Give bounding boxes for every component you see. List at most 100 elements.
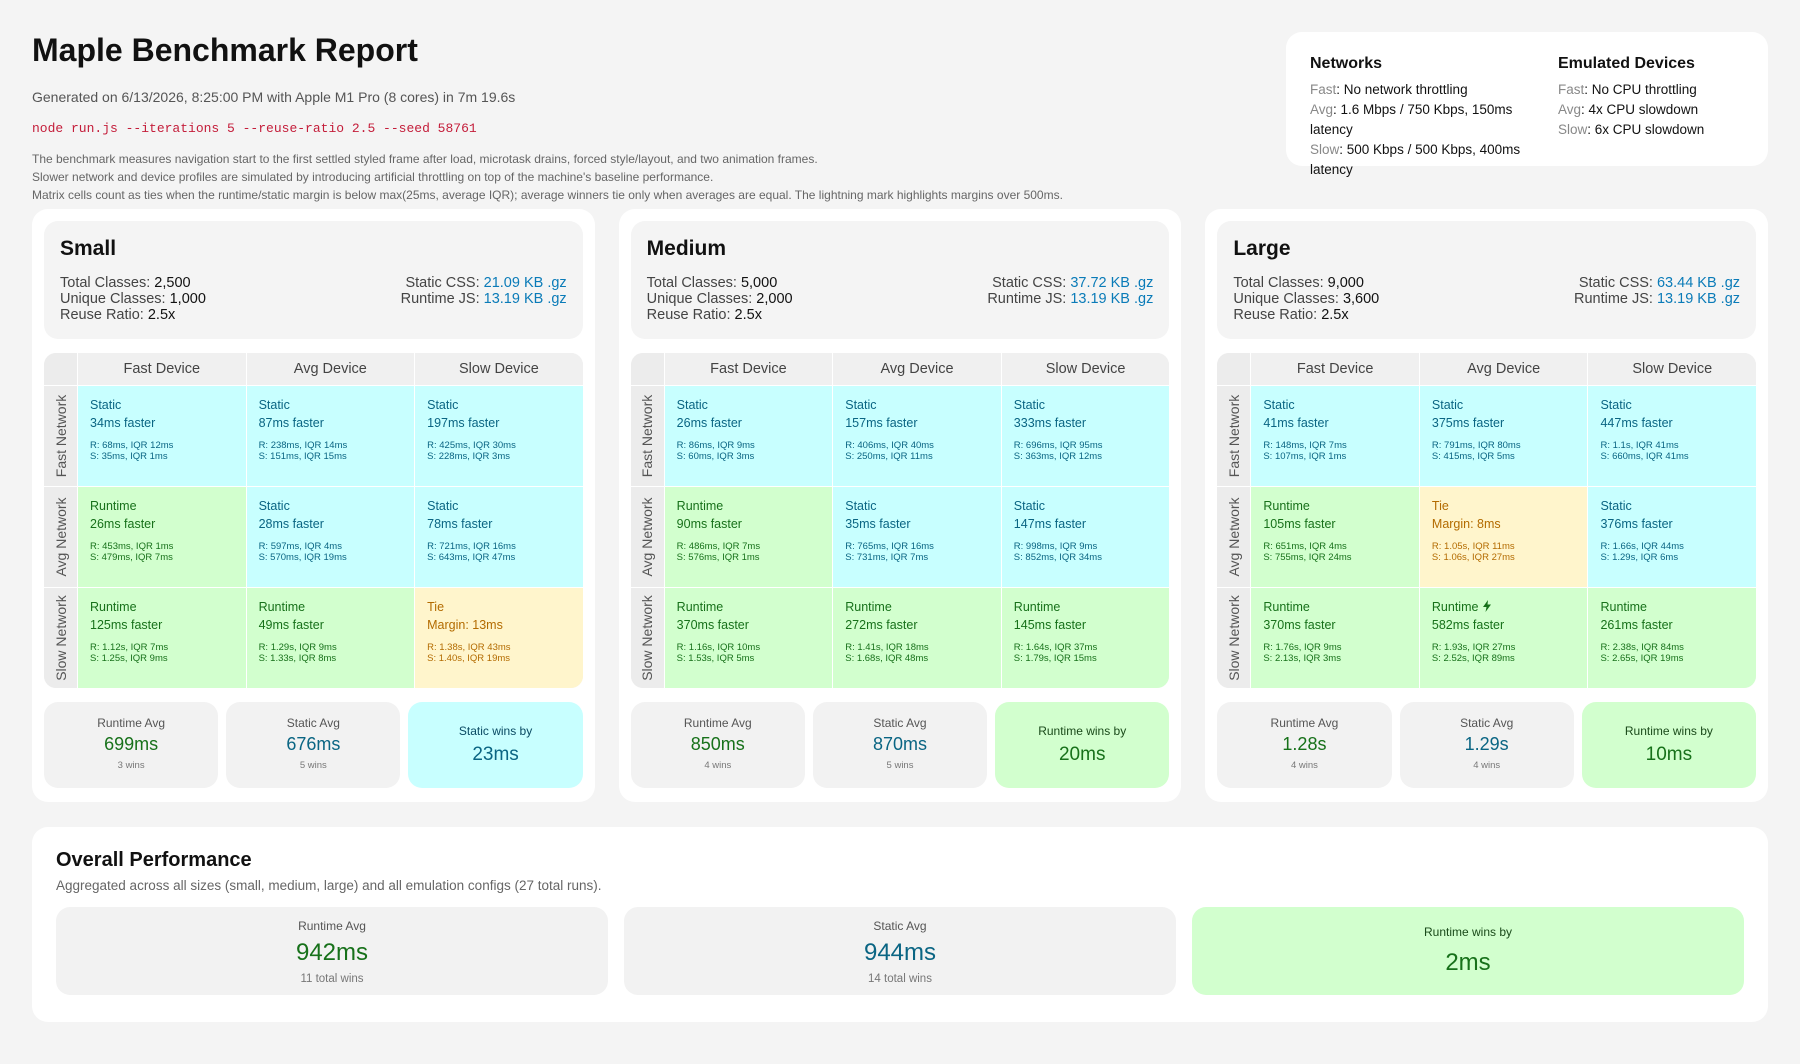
cell-margin: Margin: 8ms [1431,517,1501,531]
results-matrix: Fast Device Avg Device Slow Device Fast … [630,353,1170,688]
matrix-cell: Static 333ms faster R: 696ms, IQR 95ms S… [1000,386,1170,486]
panel-info: Medium Total Classes: 5,000 Unique Class… [630,221,1170,339]
winner-margin: 10ms [1645,744,1693,765]
cell-static-stats: S: 1.33s, IQR 8ms [258,653,337,664]
cell-static-stats: S: 60ms, IQR 3ms [676,451,755,462]
cell-margin: 370ms faster [676,618,749,632]
cell-static-stats: S: 35ms, IQR 1ms [90,451,168,462]
cell-winner: Static [1431,398,1464,412]
runtime-avg-box: Runtime Avg 699ms 3 wins [44,702,219,788]
cell-runtime-stats: R: 1.66s, IQR 44ms [1600,541,1684,552]
static-avg-label: Static Avg [873,919,927,933]
cell-winner: Runtime [845,600,892,614]
cell-margin: 49ms faster [258,618,324,632]
cell-margin: 34ms faster [90,416,156,430]
matrix-cell: Static 41ms faster R: 148ms, IQR 7ms S: … [1250,386,1419,486]
cell-margin: 261ms faster [1600,618,1673,632]
winner-margin: 2ms [1445,949,1491,976]
row-header: Fast Network [44,386,77,486]
matrix-cell: Runtime 261ms faster R: 2.38s, IQR 84ms … [1587,588,1757,688]
static-avg-value: 676ms [286,734,341,754]
cell-runtime-stats: R: 1.12s, IQR 7ms [90,642,169,653]
generated-info: Generated on 6/13/2026, 8:25:00 PM with … [32,89,516,105]
cell-runtime-stats: R: 721ms, IQR 16ms [427,541,516,552]
winner-box: Runtime wins by 10ms [1581,702,1756,788]
cell-margin: 26ms faster [90,517,156,531]
column-header: Fast Device [663,353,833,385]
cell-runtime-stats: R: 1.93s, IQR 27ms [1431,642,1516,653]
matrix-cell: Static 78ms faster R: 721ms, IQR 16ms S:… [414,487,583,587]
cell-winner: Static [845,398,877,412]
cell-winner: Static [90,398,122,412]
page-title: Maple Benchmark Report [32,32,418,68]
row-header: Fast Network [1217,386,1251,486]
cell-static-stats: S: 2.52s, IQR 89ms [1431,653,1515,664]
overall-static-avg: Static Avg 944ms 14 total wins [624,907,1176,995]
cell-runtime-stats: R: 1.29s, IQR 9ms [258,642,337,653]
matrix-row: Slow Network Runtime 125ms faster R: 1.1… [44,587,583,688]
cell-runtime-stats: R: 1.16s, IQR 10ms [676,642,761,653]
cell-static-stats: S: 1.29s, IQR 6ms [1600,552,1679,563]
matrix-row: Avg Network Runtime 90ms faster R: 486ms… [630,486,1170,587]
cell-winner: Static [1600,499,1632,513]
cell-static-stats: S: 107ms, IQR 1ms [1263,451,1347,462]
cell-static-stats: S: 415ms, IQR 5ms [1431,451,1515,462]
cell-runtime-stats: R: 1.76s, IQR 9ms [1263,642,1342,653]
matrix-cell: Tie Margin: 13ms R: 1.38s, IQR 43ms S: 1… [414,588,583,688]
matrix-cell: Runtime 26ms faster R: 453ms, IQR 1ms S:… [77,487,246,587]
cell-static-stats: S: 1.25s, IQR 9ms [90,653,168,664]
matrix-cell: Static 87ms faster R: 238ms, IQR 14ms S:… [245,386,415,486]
cell-runtime-stats: R: 486ms, IQR 7ms [676,541,761,552]
winner-margin: 20ms [1058,744,1106,765]
cell-winner: Static [258,398,290,412]
cell-runtime-stats: R: 238ms, IQR 14ms [258,440,348,451]
size-panel-medium: Medium Total Classes: 5,000 Unique Class… [618,209,1182,802]
winner-box: Static wins by 23ms [408,702,583,788]
runtime-wins: 11 total wins [300,973,364,985]
size-panel-small: Small Total Classes: 2,500 Unique Classe… [32,209,595,802]
cell-margin: 375ms faster [1431,416,1505,430]
unique-classes: Unique Classes: 1,000 [60,291,206,307]
networks-legend: Networks Fast: No network throttling Avg… [1310,54,1542,177]
cell-static-stats: S: 1.06s, IQR 27ms [1431,552,1515,563]
static-avg-value: 1.29s [1464,734,1509,754]
runtime-avg-box: Runtime Avg 850ms 4 wins [630,702,805,788]
cell-margin: 157ms faster [845,416,918,430]
cell-static-stats: S: 755ms, IQR 24ms [1263,552,1352,563]
runtime-wins: 3 wins [117,760,145,771]
overall-performance: Overall Performance Aggregated across al… [32,827,1768,1022]
cell-margin: Margin: 13ms [427,618,503,632]
unique-classes: Unique Classes: 3,600 [1233,291,1380,307]
cell-static-stats: S: 228ms, IQR 3ms [427,451,511,462]
cell-runtime-stats: R: 1.1s, IQR 41ms [1600,440,1679,451]
cell-winner: Runtime [1013,600,1061,614]
matrix-cell: Static 157ms faster R: 406ms, IQR 40ms S… [832,386,1001,486]
cell-runtime-stats: R: 68ms, IQR 12ms [90,440,174,451]
runtime-wins: 4 wins [704,760,732,771]
column-header: Fast Device [77,353,246,385]
static-wins: 14 total wins [868,973,932,985]
reuse-ratio: Reuse Ratio: 2.5x [60,307,176,323]
overall-subtitle: Aggregated across all sizes (small, medi… [56,878,602,893]
cell-static-stats: S: 363ms, IQR 12ms [1013,451,1102,462]
row-header: Fast Network [630,386,664,486]
cell-margin: 90ms faster [676,517,742,531]
static-avg-box: Static Avg 1.29s 4 wins [1399,702,1574,788]
matrix-cell: Static 26ms faster R: 86ms, IQR 9ms S: 6… [663,386,833,486]
cell-static-stats: S: 250ms, IQR 11ms [845,451,933,462]
cell-runtime-stats: R: 86ms, IQR 9ms [676,440,755,451]
description: The benchmark measures navigation start … [32,150,1262,204]
cell-runtime-stats: R: 791ms, IQR 80ms [1431,440,1521,451]
cell-winner: Runtime [258,600,306,614]
cell-margin: 333ms faster [1013,416,1087,430]
matrix-cell: Runtime 90ms faster R: 486ms, IQR 7ms S:… [663,487,833,587]
cell-winner: Runtime [1600,600,1648,614]
cell-winner: Static [258,499,290,513]
static-css-size: Static CSS: 37.72 KB .gz [992,275,1154,291]
matrix-cell: Runtime 145ms faster R: 1.64s, IQR 37ms … [1000,588,1170,688]
cell-winner: Static [1263,398,1295,412]
description-line: The benchmark measures navigation start … [32,152,818,166]
row-header: Avg Network [1217,487,1251,587]
column-header: Slow Device [1000,353,1170,385]
static-css-size: Static CSS: 21.09 KB .gz [405,275,567,291]
